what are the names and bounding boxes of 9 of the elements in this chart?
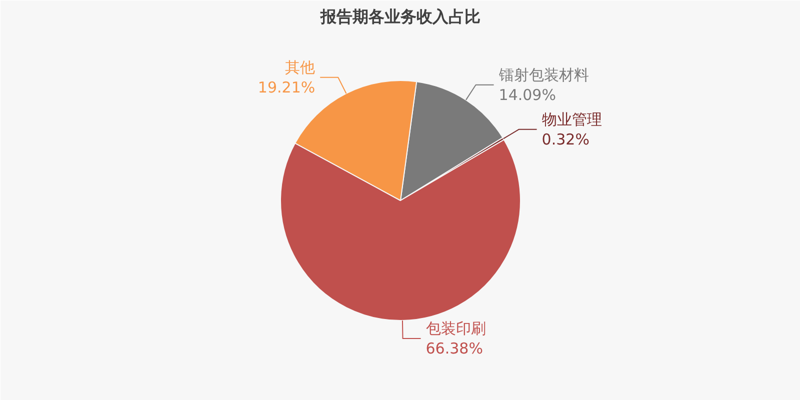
data-label: 66.38% [426, 339, 483, 358]
slice-label: 其他 [285, 58, 316, 76]
chart-title: 报告期各业务收入占比 [320, 7, 480, 26]
data-label: 14.09% [498, 86, 556, 104]
slice-label: 包装印刷 [426, 319, 486, 338]
slice-label: 物业管理 [542, 110, 602, 128]
slice-label: 镭射包装材料 [498, 66, 589, 84]
data-label: 0.32% [542, 130, 590, 148]
data-label: 19.21% [258, 78, 316, 96]
